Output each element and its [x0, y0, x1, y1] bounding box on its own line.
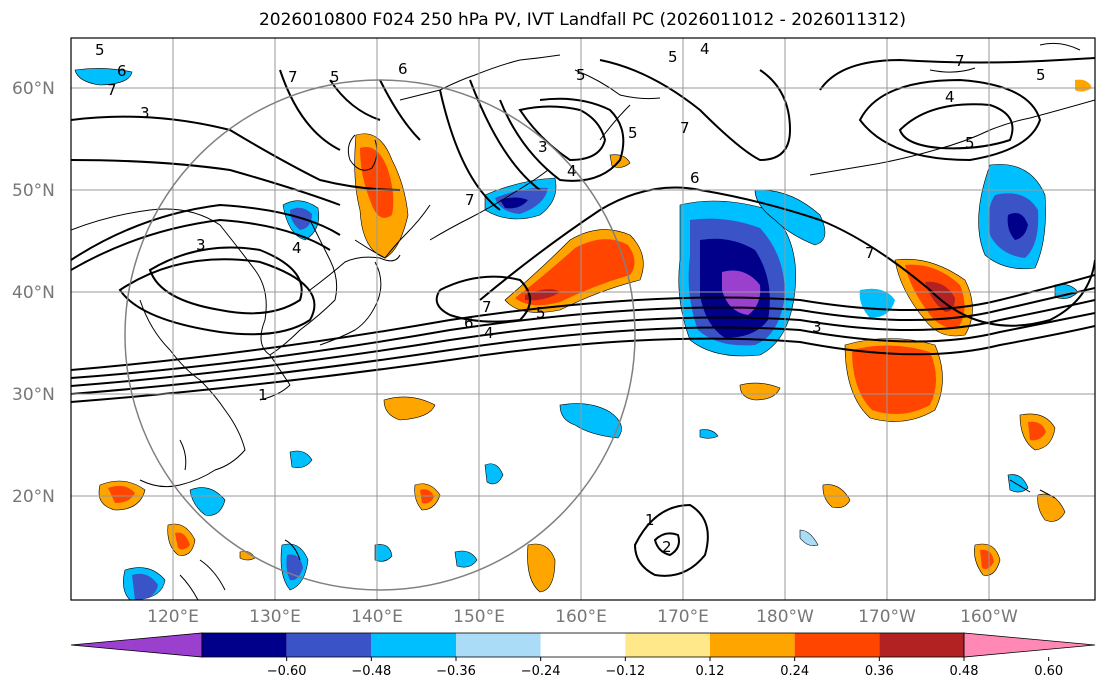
colorbar: −0.60 −0.48 −0.36 −0.24 −0.12 0.12 0.24 0.36 0.4…: [70, 632, 1096, 679]
lat-label: 30°N: [12, 385, 55, 405]
colorbar-tick-label: −0.48: [351, 664, 391, 679]
contour-label: 3: [538, 138, 548, 156]
map-title: 2026010800 F024 250 hPa PV, IVT Landfall…: [258, 10, 906, 30]
lon-label: 160°E: [555, 607, 607, 627]
contour-label: 7: [482, 298, 492, 316]
contour-label: 4: [567, 162, 577, 180]
lon-label: 120°E: [147, 607, 199, 627]
lat-label: 20°N: [12, 487, 55, 507]
distance-circle: [124, 79, 636, 591]
colorbar-tick-label: −0.24: [521, 664, 561, 679]
contour-label: 1: [645, 511, 655, 529]
contour-label: 5: [536, 304, 546, 322]
colorbar-segment: [540, 633, 626, 657]
contour-label: 1: [258, 386, 268, 404]
contour-label: 3: [812, 318, 822, 336]
colorbar-tick-label: −0.36: [436, 664, 476, 679]
colorbar-segment: [710, 633, 795, 657]
colorbar-arrow-high: [963, 632, 1096, 658]
contour-label: 7: [465, 191, 475, 209]
colorbar-arrow-low: [70, 632, 203, 658]
gridlines: [71, 38, 1095, 600]
pc-shading: [74, 68, 1092, 600]
contour-label: 7: [107, 81, 117, 99]
contour-label: 4: [700, 40, 710, 58]
contour-labels: 5 6 7 5 6 7 5 4 5 7 4 5 3 5 4 6 7 7 5 3 …: [95, 40, 1046, 556]
colorbar-segment: [625, 633, 710, 657]
lat-label: 60°N: [12, 79, 55, 99]
colorbar-segment: [202, 633, 287, 657]
contour-label: 5: [628, 124, 638, 142]
colorbar-segment: [286, 633, 372, 657]
lon-label: 130°E: [249, 607, 301, 627]
contour-label: 5: [576, 66, 586, 84]
lon-label: 150°E: [453, 607, 505, 627]
lat-label: 40°N: [12, 283, 55, 303]
contour-label: 6: [117, 62, 127, 80]
longitude-labels: 120°E 130°E 140°E 150°E 160°E 170°E 180°…: [147, 607, 1018, 627]
colorbar-tick-label: 0.60: [1034, 664, 1063, 679]
colorbar-segment: [794, 633, 880, 657]
contour-label: 4: [484, 324, 494, 342]
pv-contours: [71, 57, 1095, 577]
colorbar-segment: [456, 633, 541, 657]
lon-label: 140°E: [351, 607, 403, 627]
contour-label: 2: [662, 538, 672, 556]
colorbar-tick-label: −0.12: [605, 664, 645, 679]
colorbar-segment: [879, 633, 964, 657]
contour-label: 6: [398, 60, 408, 78]
contour-label: 5: [668, 48, 678, 66]
contour-label: 6: [690, 169, 700, 187]
colorbar-segment: [371, 633, 456, 657]
lon-label: 170°E: [657, 607, 709, 627]
colorbar-tick-label: 0.48: [950, 664, 979, 679]
lon-label: 170°W: [858, 607, 916, 627]
contour-label: 7: [955, 52, 965, 70]
contour-label: 5: [95, 41, 105, 59]
colorbar-outline: [201, 632, 965, 658]
contour-label: 5: [1036, 66, 1046, 84]
lon-label: 180°W: [756, 607, 814, 627]
contour-label: 5: [330, 68, 340, 86]
contour-label: 5: [965, 134, 975, 152]
colorbar-tick-label: −0.60: [267, 664, 307, 679]
contour-label: 7: [865, 244, 875, 262]
contour-label: 3: [196, 236, 206, 254]
contour-label: 4: [292, 239, 302, 257]
contour-label: 7: [288, 68, 298, 86]
contour-label: 6: [464, 314, 474, 332]
contour-label: 7: [680, 119, 690, 137]
lat-label: 50°N: [12, 181, 55, 201]
contour-label: 3: [140, 104, 150, 122]
colorbar-tick-label: 0.36: [865, 664, 894, 679]
latitude-labels: 60°N 50°N 40°N 30°N 20°N: [12, 79, 55, 507]
map-frame: [70, 37, 1096, 601]
colorbar-tick-label: 0.24: [780, 664, 809, 679]
contour-label: 4: [945, 88, 955, 106]
lon-label: 160°W: [960, 607, 1018, 627]
colorbar-tick-label: 0.12: [696, 664, 725, 679]
